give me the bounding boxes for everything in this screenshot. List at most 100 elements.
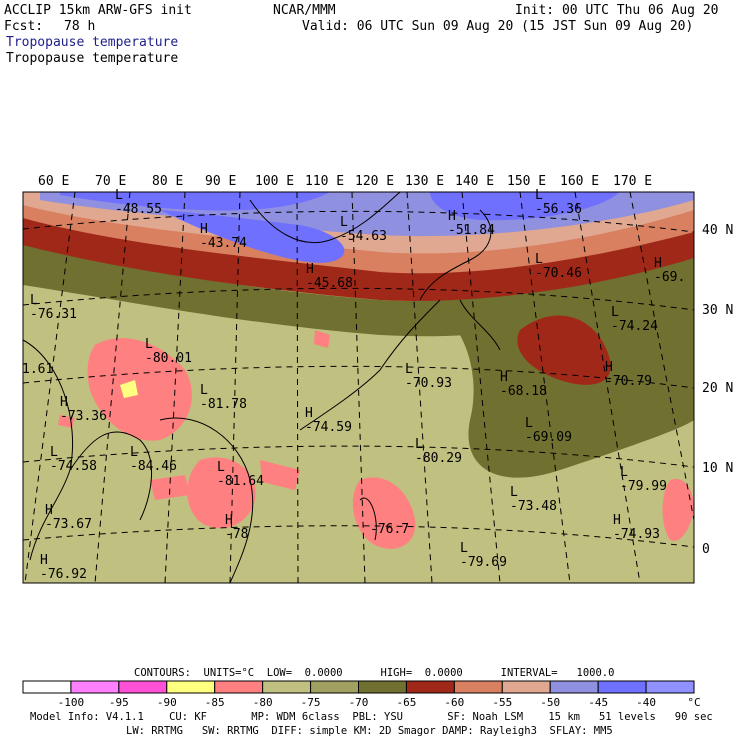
extremum-value: -74.59: [305, 420, 352, 435]
extremum-marker: L: [510, 485, 518, 500]
extremum-value: -70.79: [605, 374, 652, 389]
colorbar-tick-label: -100: [58, 696, 85, 709]
extremum-value: -79.69: [460, 555, 507, 570]
extremum-marker: L: [340, 215, 348, 230]
init-time: Init: 00 UTC Thu 06 Aug 20: [515, 3, 719, 18]
extremum-marker: L: [217, 460, 225, 475]
extremum-value: -69.09: [525, 430, 572, 445]
extremum-marker: H: [60, 395, 68, 410]
extremum-value: -84.46: [130, 459, 177, 474]
extremum-marker: H: [306, 262, 314, 277]
longitude-label: 160 E: [560, 174, 599, 189]
longitude-label: 80 E: [152, 174, 183, 189]
colorbar-tick-label: -80: [253, 696, 273, 709]
extremum-marker: H: [654, 256, 662, 271]
extremum-marker: L: [535, 188, 543, 203]
extremum-value: -73.48: [510, 499, 557, 514]
forecast-hours: 78 h: [64, 19, 96, 34]
extremum-value: -74.24: [611, 319, 658, 334]
model-info-line-1: Model Info: V4.1.1 CU: KF MP: WDM 6class…: [30, 711, 713, 723]
extremum-value: -68.18: [500, 384, 547, 399]
extremum-marker: H: [605, 360, 613, 375]
extremum-value: -56.36: [535, 202, 582, 217]
extremum-marker: L: [200, 383, 208, 398]
extremum-value: -81.64: [217, 474, 264, 489]
colorbar-tick-label: -95: [109, 696, 129, 709]
extremum-marker: L: [130, 445, 138, 460]
extremum-value: -80.01: [145, 351, 192, 366]
extremum-marker: H: [200, 222, 208, 237]
colorbar-swatch: [358, 680, 407, 694]
colorbar-swatch: [549, 680, 599, 694]
extremum-value: -81.78: [200, 397, 247, 412]
extremum-value: -80.29: [415, 451, 462, 466]
colorbar-tick-label: -55: [492, 696, 512, 709]
extremum-value: 1.61: [22, 362, 53, 377]
longitude-label: 100 E: [255, 174, 294, 189]
extremum-value: -51.84: [448, 223, 495, 238]
extremum-marker: H: [448, 209, 456, 224]
model-title: ACCLIP 15km ARW-GFS init: [4, 3, 192, 18]
colorbar-tick-label: -70: [349, 696, 369, 709]
extremum-marker: L: [50, 445, 58, 460]
extremum-value: -74.93: [613, 527, 660, 542]
model-info-line-2: LW: RRTMG SW: RRTMG DIFF: simple KM: 2D …: [126, 725, 613, 737]
latitude-label: 0: [702, 542, 710, 557]
valid-time: Valid: 06 UTC Sun 09 Aug 20 (15 JST Sun …: [302, 19, 694, 34]
org-label: NCAR/MMM: [273, 3, 336, 18]
extrema-labels: L-48.55H-43.74L-54.63H-45.68H-51.84L-56.…: [22, 188, 685, 582]
extremum-marker: L: [405, 362, 413, 377]
extremum-value: -76.7: [370, 522, 409, 537]
extremum-value: -76.31: [30, 307, 77, 322]
colorbar-swatch: [501, 680, 551, 694]
extremum-marker: H: [45, 503, 53, 518]
colorbar-tick-label: -60: [444, 696, 464, 709]
colorbar-swatch: [118, 680, 168, 694]
colorbar-swatch: [166, 680, 216, 694]
extremum-value: -70.46: [535, 266, 582, 281]
extremum-value: -78: [225, 527, 248, 542]
extremum-marker: H: [500, 370, 508, 385]
colorbar: -100 -95 -90 -85 -80 -75 -70 -65 -60 -55 -50 -45 -40…: [22, 680, 701, 709]
colorbar-swatch: [214, 680, 264, 694]
field-title-2: Tropopause temperature: [6, 51, 179, 66]
colorbar-tick-label: -65: [396, 696, 416, 709]
colorbar-tick-label: -90: [157, 696, 177, 709]
longitude-label: 120 E: [355, 174, 394, 189]
extremum-marker: L: [115, 188, 123, 203]
extremum-marker: L: [145, 337, 153, 352]
colorbar-tick-label: -85: [205, 696, 225, 709]
extremum-marker: H: [305, 406, 313, 421]
colorbar-swatch: [645, 680, 695, 694]
field-title-1: Tropopause temperature: [6, 35, 179, 50]
longitude-label: 110 E: [305, 174, 344, 189]
longitude-label: 170 E: [613, 174, 652, 189]
extremum-value: -48.55: [115, 202, 162, 217]
extremum-marker: L: [535, 252, 543, 267]
longitude-label: 130 E: [405, 174, 444, 189]
colorbar-swatch: [310, 680, 360, 694]
extremum-marker: L: [30, 293, 38, 308]
colorbar-swatch: [262, 680, 312, 694]
extremum-value: -69.: [654, 270, 685, 285]
extremum-value: -73.67: [45, 517, 92, 532]
latitude-label: 40 N: [702, 223, 733, 238]
contours-info: CONTOURS: UNITS=°C LOW= 0.0000 HIGH= 0.0…: [134, 667, 615, 679]
longitude-labels: 60 E 70 E 80 E 90 E 100 E 110 E 120 E 130 E 140 …: [38, 174, 652, 189]
colorbar-swatch: [70, 680, 120, 694]
extremum-value: -45.68: [306, 276, 353, 291]
longitude-label: 90 E: [205, 174, 236, 189]
longitude-label: 140 E: [455, 174, 494, 189]
longitude-label: 150 E: [507, 174, 546, 189]
colorbar-swatch: [453, 680, 503, 694]
colorbar-swatch: [22, 680, 72, 694]
extremum-marker: H: [40, 553, 48, 568]
extremum-value: -54.63: [340, 229, 387, 244]
extremum-value: -79.99: [620, 479, 667, 494]
extremum-marker: L: [620, 465, 628, 480]
colorbar-swatch: [597, 680, 647, 694]
latitude-labels: 40 N 30 N 20 N 10 N 0: [702, 223, 733, 557]
latitude-label: 30 N: [702, 303, 733, 318]
longitude-label: 60 E: [38, 174, 69, 189]
